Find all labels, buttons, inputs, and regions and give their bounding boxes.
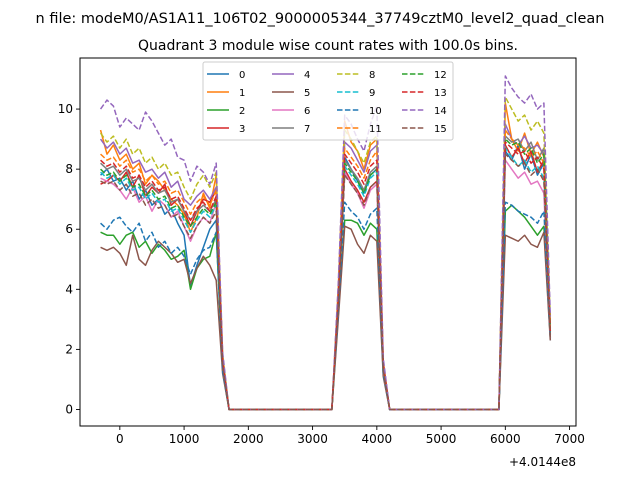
figure-suptitle: n file: modeM0/AS1A11_106T02_9000005344_… (36, 11, 605, 27)
legend-label-13: 13 (434, 88, 447, 99)
legend-box (202, 61, 454, 141)
legend-label-6: 6 (304, 106, 310, 117)
legend-label-2: 2 (239, 106, 245, 117)
legend-label-12: 12 (434, 70, 447, 81)
y-tick-label: 2 (65, 342, 73, 356)
chart-title: Quadrant 3 module wise count rates with … (138, 38, 518, 54)
y-tick-label: 8 (65, 162, 73, 176)
plot-frame (79, 57, 577, 427)
x-tick-label: 1000 (169, 432, 200, 446)
legend-label-0: 0 (239, 70, 245, 81)
y-tick-label: 10 (58, 102, 73, 116)
legend-label-4: 4 (304, 70, 310, 81)
x-tick-label: 3000 (297, 432, 328, 446)
legend-label-3: 3 (239, 124, 245, 135)
legend-label-8: 8 (369, 70, 375, 81)
y-axis: 0 2 4 6 8 10 (58, 102, 80, 416)
y-tick-label: 6 (65, 222, 73, 236)
legend-label-10: 10 (369, 106, 382, 117)
y-tick-label: 0 (65, 402, 73, 416)
series-line-15 (100, 153, 552, 411)
y-tick-label: 4 (65, 282, 73, 296)
x-tick-label: 7000 (554, 432, 585, 446)
x-offset-label: +4.0144e8 (509, 455, 576, 469)
x-tick-label: 2000 (233, 432, 264, 446)
legend-label-11: 11 (369, 124, 382, 135)
legend-label-15: 15 (434, 124, 447, 135)
legend-label-5: 5 (304, 88, 310, 99)
series-layer (99, 75, 552, 411)
x-tick-label: 0 (116, 432, 124, 446)
legend-label-9: 9 (369, 88, 375, 99)
x-tick-label: 4000 (362, 432, 393, 446)
legend-label-7: 7 (304, 124, 310, 135)
x-axis: 0 1000 2000 3000 4000 5000 6000 7000 (116, 426, 585, 446)
x-tick-label: 5000 (426, 432, 457, 446)
legend-label-1: 1 (239, 88, 245, 99)
x-tick-label: 6000 (490, 432, 521, 446)
legend-label-14: 14 (434, 106, 447, 117)
